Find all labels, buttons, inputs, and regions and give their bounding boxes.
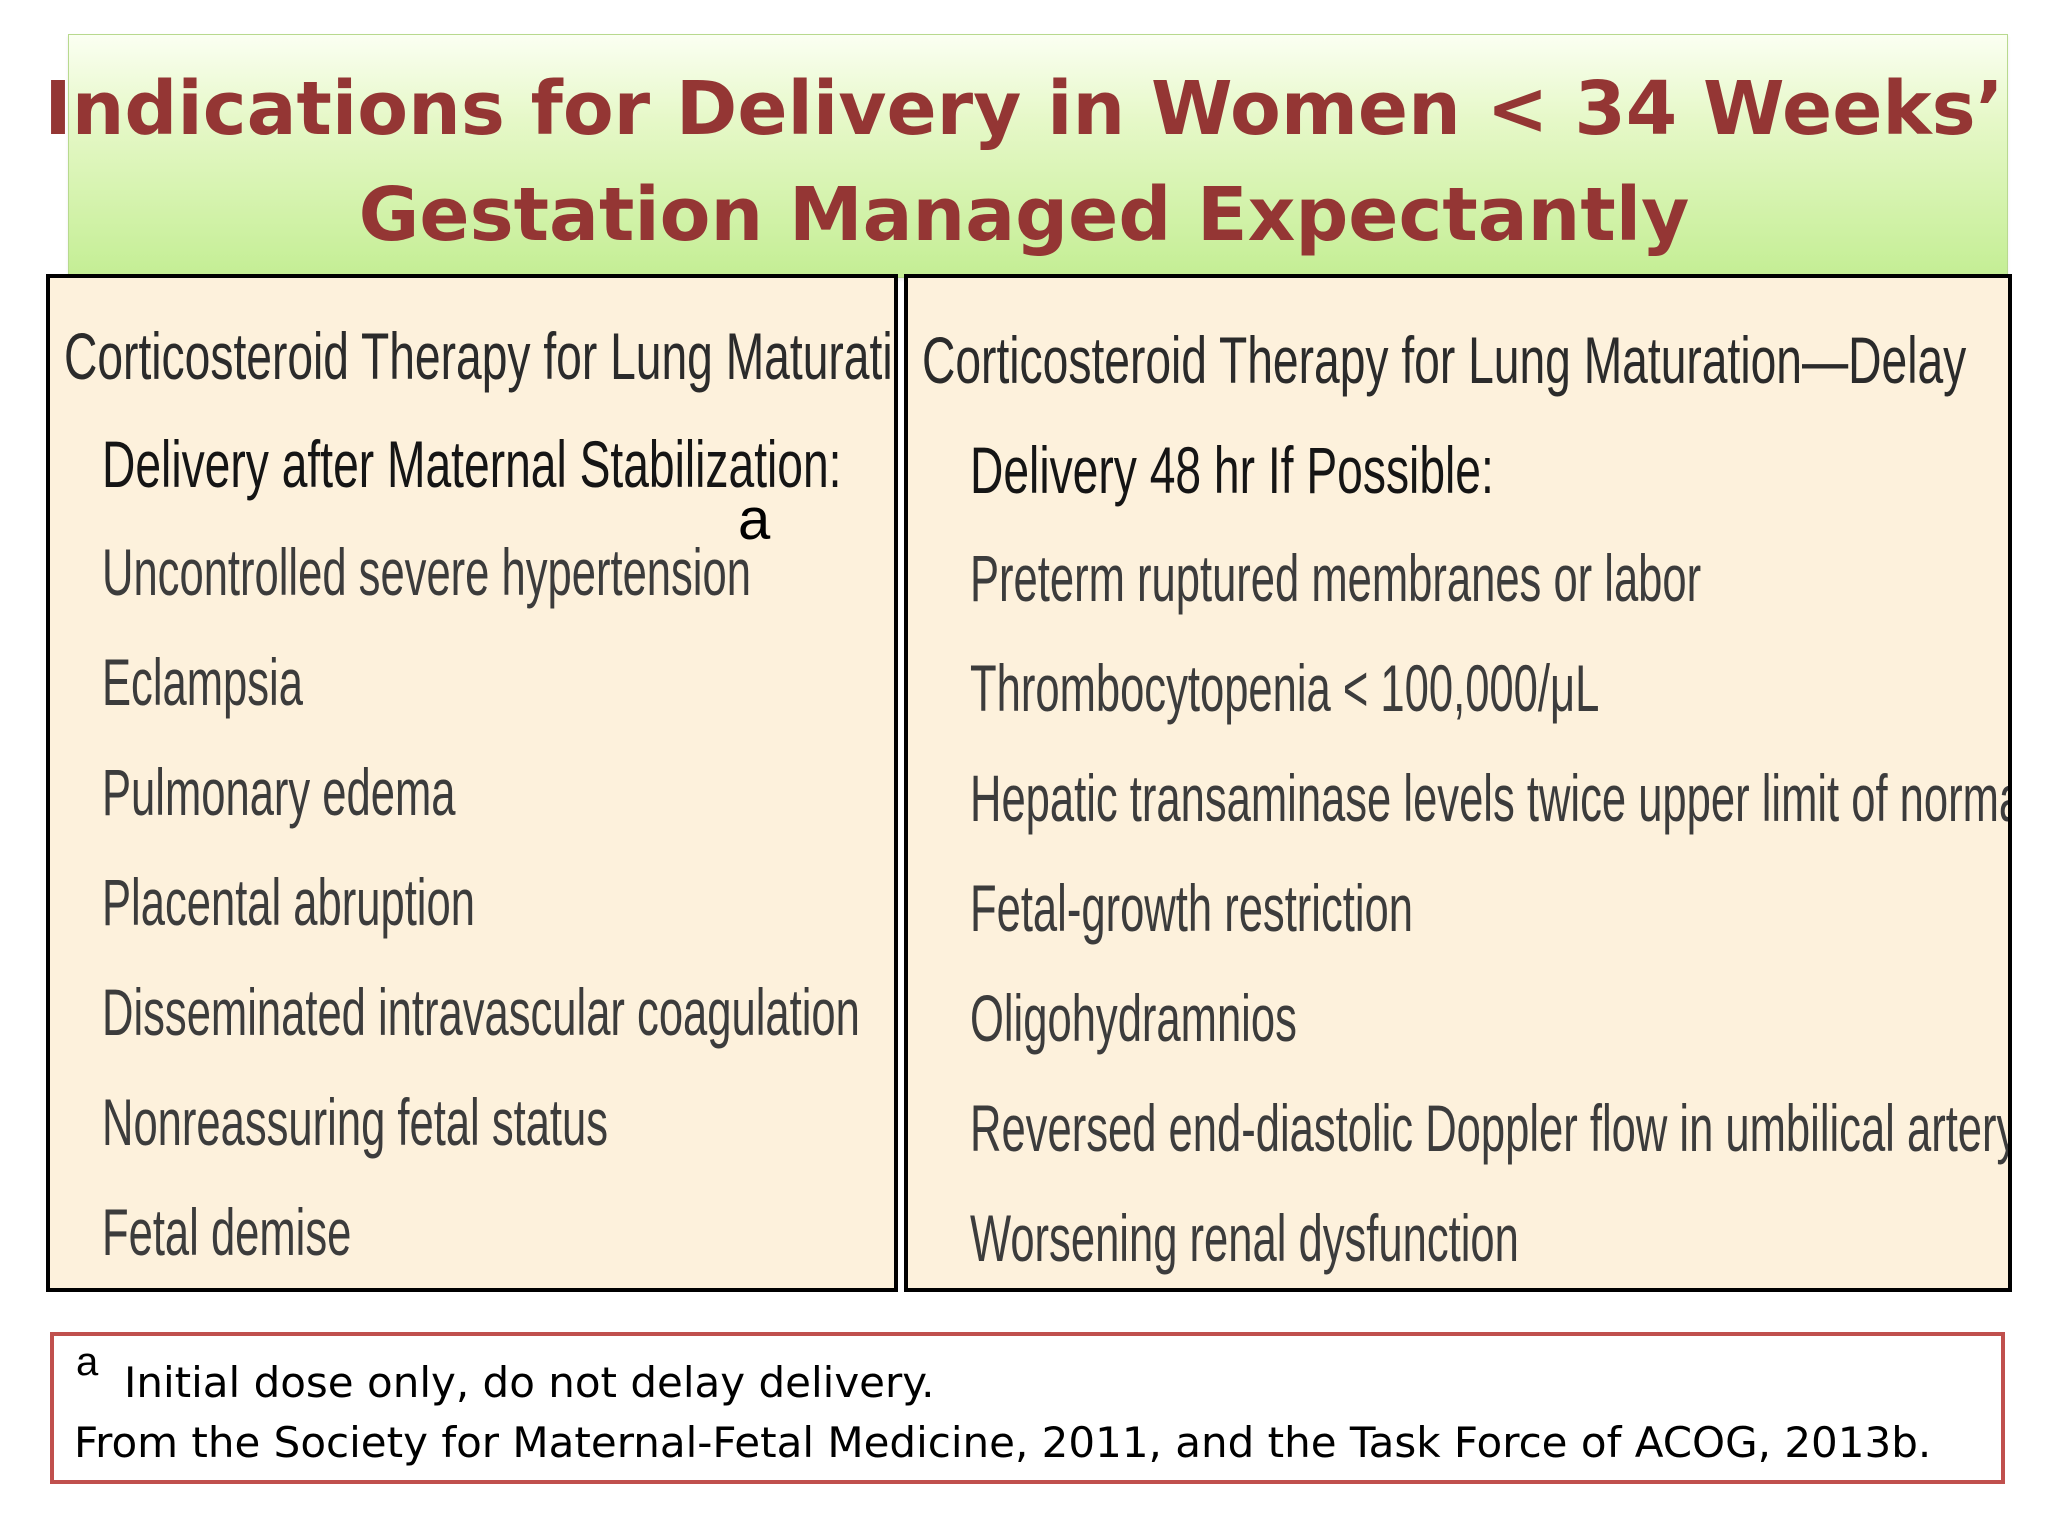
title-line-2: Gestation Managed Expectantly: [358, 172, 1690, 258]
footnote-source: From the Society for Maternal-Fetal Medi…: [74, 1418, 1932, 1467]
left-panel-subheading: Delivery after Maternal Stabilization:: [102, 427, 842, 501]
title-line-1: Indications for Delivery in Women < 34 W…: [44, 66, 2004, 152]
slide-title: Indications for Delivery in Women < 34 W…: [0, 56, 2048, 268]
left-item-6: Fetal demise: [102, 1195, 352, 1269]
right-panel-heading: Corticosteroid Therapy for Lung Maturati…: [922, 323, 1967, 397]
left-heading-text: Corticosteroid Therapy for Lung Maturati…: [64, 319, 898, 393]
right-item-4: Oligohydramnios: [970, 981, 1297, 1055]
left-indications-panel: Corticosteroid Therapy for Lung Maturati…: [46, 274, 898, 1292]
left-panel-heading: Corticosteroid Therapy for Lung Maturati…: [64, 318, 898, 394]
left-item-5: Nonreassuring fetal status: [102, 1085, 609, 1159]
right-item-6: Worsening renal dysfunction: [970, 1201, 1519, 1275]
left-overlay-superscript: a: [738, 487, 771, 552]
footnote-marker: a: [76, 1340, 99, 1384]
left-item-3: Placental abruption: [102, 865, 475, 939]
left-item-4: Disseminated intravascular coagulation: [102, 975, 860, 1049]
title-banner: [68, 34, 2008, 278]
left-item-2: Pulmonary edema: [102, 755, 456, 829]
right-item-3: Fetal-growth restriction: [970, 871, 1414, 945]
right-item-2: Hepatic transaminase levels twice upper …: [970, 761, 2012, 835]
left-item-1: Eclampsia: [102, 645, 303, 719]
right-item-5: Reversed end-diastolic Doppler flow in u…: [970, 1091, 2012, 1165]
left-item-0: Uncontrolled severe hypertension: [102, 535, 751, 609]
right-item-1: Thrombocytopenia < 100,000/μL: [970, 651, 1600, 725]
right-item-0: Preterm ruptured membranes or labor: [970, 541, 1702, 615]
right-indications-panel: Corticosteroid Therapy for Lung Maturati…: [904, 274, 2012, 1292]
right-panel-subheading: Delivery 48 hr If Possible:: [970, 433, 1494, 507]
footnote-box: a Initial dose only, do not delay delive…: [50, 1332, 2005, 1484]
footnote-line-1: Initial dose only, do not delay delivery…: [124, 1358, 935, 1407]
